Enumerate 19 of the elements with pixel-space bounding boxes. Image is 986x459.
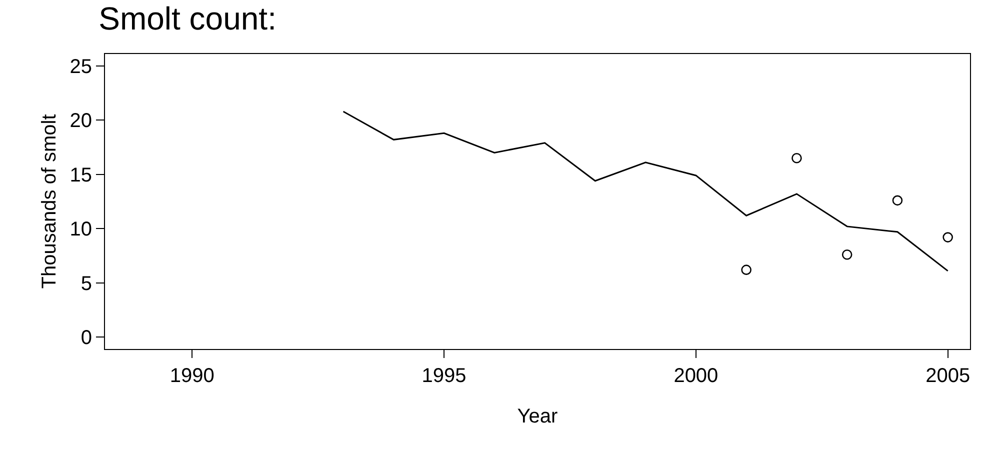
y-tick-label: 10 [70, 218, 92, 241]
x-tick-label: 2000 [674, 365, 718, 387]
y-axis-title: Thousands of smolt [38, 114, 60, 289]
line-series [342, 110, 949, 272]
x-tick-label: 1990 [170, 365, 214, 387]
chart-title: Smolt count: [98, 0, 276, 36]
point [842, 249, 852, 260]
x-tick-label: 2005 [926, 365, 970, 387]
point [792, 152, 802, 164]
point [892, 195, 903, 206]
point [741, 264, 752, 275]
y-tick-label: 0 [80, 327, 92, 350]
y-tick-label: 25 [70, 56, 92, 78]
x-axis-title: Year [517, 406, 558, 428]
y-tick-label: 15 [70, 164, 92, 186]
x-tick-label: 1995 [422, 365, 466, 387]
y-tick-label: 20 [70, 110, 92, 132]
point [942, 232, 953, 242]
y-tick-label: 5 [80, 272, 92, 295]
